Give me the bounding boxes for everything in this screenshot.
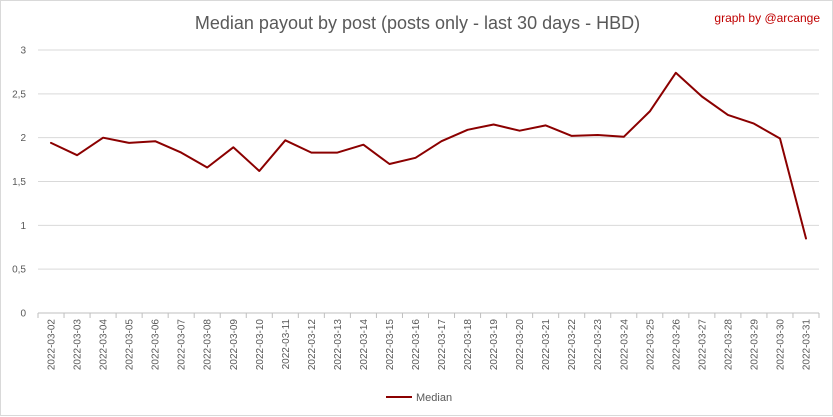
- x-tick-label: 2022-03-11: [281, 319, 292, 370]
- chart-credit: graph by @arcange: [714, 11, 820, 25]
- x-tick-label: 2022-03-19: [489, 319, 500, 371]
- y-tick-label: 0: [20, 309, 26, 320]
- x-tick-label: 2022-03-20: [515, 319, 526, 371]
- x-tick-label: 2022-03-02: [47, 319, 58, 371]
- x-tick-label: 2022-03-15: [385, 319, 396, 371]
- x-tick-label: 2022-03-14: [359, 319, 370, 371]
- y-tick-label: 1,5: [12, 177, 26, 188]
- x-tick-label: 2022-03-04: [99, 319, 110, 371]
- x-tick-label: 2022-03-26: [671, 319, 682, 371]
- x-tick-label: 2022-03-12: [307, 319, 318, 371]
- chart-title: Median payout by post (posts only - last…: [194, 13, 641, 33]
- x-tick-label: 2022-03-06: [151, 319, 162, 371]
- x-tick-label: 2022-03-07: [177, 319, 188, 371]
- x-tick-label: 2022-03-09: [229, 319, 240, 371]
- y-tick-label: 3: [20, 46, 26, 57]
- y-tick-label: 0,5: [12, 265, 26, 276]
- x-tick-label: 2022-03-31: [801, 319, 812, 371]
- x-tick-label: 2022-03-29: [749, 319, 760, 371]
- y-tick-label: 1: [20, 221, 26, 232]
- x-tick-label: 2022-03-13: [333, 319, 344, 371]
- y-tick-label: 2: [20, 133, 26, 144]
- x-tick-label: 2022-03-24: [619, 319, 630, 371]
- x-tick-label: 2022-03-08: [203, 319, 214, 371]
- legend-label: Median: [416, 392, 452, 404]
- x-tick-label: 2022-03-05: [125, 319, 136, 371]
- x-tick-label: 2022-03-30: [775, 319, 786, 371]
- x-tick-label: 2022-03-18: [463, 319, 474, 371]
- series-line-median: [50, 71, 807, 240]
- x-tick-label: 2022-03-03: [73, 319, 84, 371]
- x-tick-label: 2022-03-22: [567, 319, 578, 371]
- x-tick-label: 2022-03-25: [645, 319, 656, 371]
- x-tick-label: 2022-03-17: [437, 319, 448, 371]
- x-tick-label: 2022-03-23: [593, 319, 604, 371]
- y-tick-label: 2,5: [12, 89, 26, 100]
- x-tick-label: 2022-03-28: [723, 319, 734, 371]
- x-tick-label: 2022-03-16: [411, 319, 422, 371]
- x-tick-label: 2022-03-10: [255, 319, 266, 371]
- x-tick-label: 2022-03-21: [541, 319, 552, 371]
- x-tick-label: 2022-03-27: [697, 319, 708, 371]
